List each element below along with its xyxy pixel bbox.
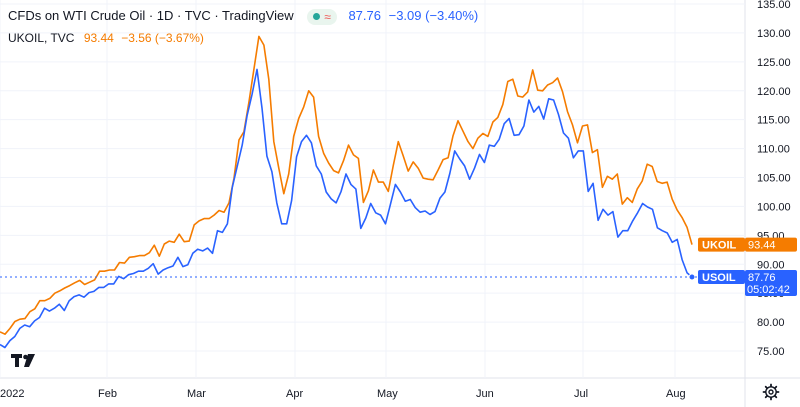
badge-value-label: 93.44 xyxy=(748,240,776,252)
gear-icon[interactable] xyxy=(762,383,780,401)
time-tick-label: Jul xyxy=(574,388,588,400)
badge-value-label: 87.76 xyxy=(748,272,776,284)
badge-ukoil: UKOIL 93.44 xyxy=(698,237,797,252)
price-tick-label: 105.00 xyxy=(757,173,791,185)
price-tick-label: 125.00 xyxy=(757,57,791,69)
price-tick-label: 120.00 xyxy=(757,86,791,98)
delayed-data-icon: ≈ xyxy=(324,9,331,24)
price-tick-label: 80.00 xyxy=(757,317,785,329)
series-layer xyxy=(0,35,696,349)
series-line-usoil[interactable] xyxy=(0,68,693,349)
ukoil-last-value: 93.44 xyxy=(83,31,114,45)
legend-compare[interactable]: UKOIL, TVC 93.44 −3.56 (−3.67%) xyxy=(8,31,204,45)
legend-main: CFDs on WTI Crude Oil · 1D · TVC · Tradi… xyxy=(8,8,478,25)
badge-symbol-label: UKOIL xyxy=(702,240,737,252)
ukoil-change: −3.56 (−3.67%) xyxy=(121,31,204,45)
price-tick-label: 130.00 xyxy=(757,28,791,40)
time-tick-label: Aug xyxy=(666,388,686,400)
price-tick-label: 100.00 xyxy=(757,201,791,213)
ukoil-symbol: UKOIL, TVC xyxy=(8,31,75,45)
time-tick-label: May xyxy=(377,388,398,400)
time-tick-label: Jun xyxy=(476,388,494,400)
usoil-last-value: 87.76 xyxy=(348,8,381,23)
chart-title: CFDs on WTI Crude Oil · 1D · TVC · Tradi… xyxy=(8,8,294,23)
time-tick-label: 2022 xyxy=(0,388,24,400)
badge-countdown-label: 05:02:42 xyxy=(747,284,790,296)
price-tick-label: 75.00 xyxy=(757,346,785,358)
time-axis[interactable]: 2022 Feb Mar Apr May Jun Jul Aug xyxy=(0,388,686,400)
tradingview-logo-icon[interactable] xyxy=(8,348,38,372)
badge-symbol-label: USOIL xyxy=(702,272,736,284)
price-tick-label: 115.00 xyxy=(757,115,790,127)
price-tick-label: 110.00 xyxy=(757,144,790,156)
usoil-change: −3.09 (−3.40%) xyxy=(388,8,479,23)
time-tick-label: Apr xyxy=(286,388,303,400)
market-open-dot-icon xyxy=(313,13,321,21)
market-status-icon[interactable]: ≈ xyxy=(307,8,337,25)
series-line-ukoil[interactable] xyxy=(0,35,693,336)
price-tick-label: 90.00 xyxy=(757,259,785,271)
time-tick-label: Mar xyxy=(187,388,206,400)
time-tick-label: Feb xyxy=(98,388,117,400)
price-tick-label: 135.00 xyxy=(757,0,791,11)
